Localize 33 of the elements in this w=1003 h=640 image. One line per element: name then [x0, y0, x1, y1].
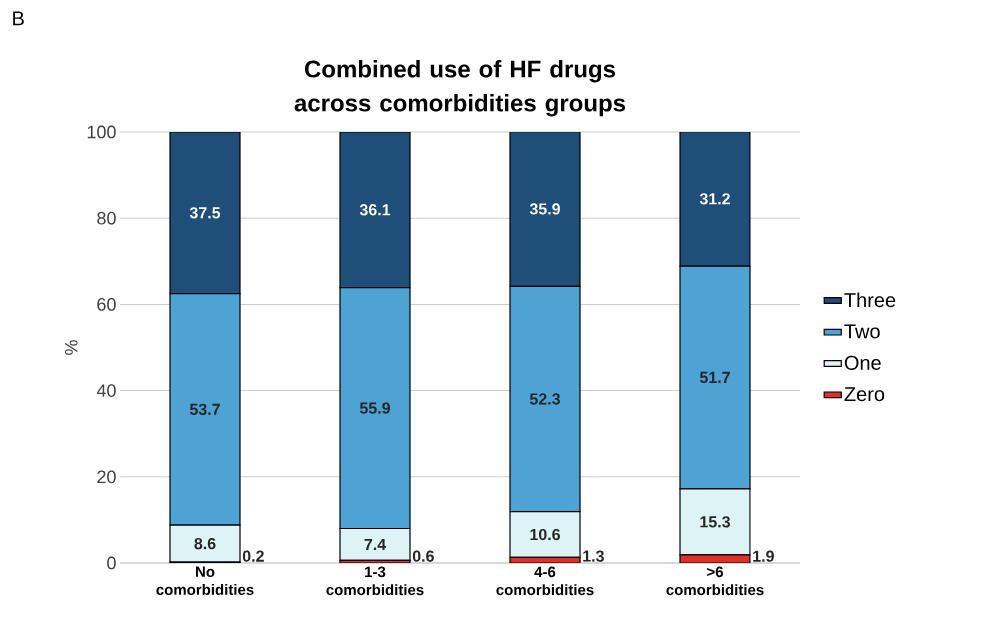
x-tick-label: No comorbidities: [156, 566, 254, 595]
data-label: 35.9: [529, 203, 560, 215]
y-tick-label: 60: [97, 298, 116, 311]
x-tick-label: >6 comorbidities: [666, 566, 764, 596]
data-label: 55.9: [359, 402, 390, 414]
data-label: 37.5: [189, 207, 221, 219]
legend-label: One: [844, 355, 881, 370]
y-axis-title: %: [64, 340, 78, 355]
text: B: [13, 11, 24, 26]
data-label: 1.3: [583, 550, 604, 562]
y-tick-label: 0: [107, 556, 116, 570]
data-label: 31.2: [699, 193, 730, 205]
legend-label: Zero: [844, 387, 885, 402]
data-label: 36.1: [359, 204, 391, 216]
data-label: 15.3: [700, 516, 730, 528]
data-label: 10.6: [530, 528, 560, 541]
y-tick-label: 80: [97, 211, 116, 225]
data-label: 53.7: [189, 403, 220, 416]
data-label: 0.6: [412, 550, 434, 562]
data-label: 52.3: [529, 393, 560, 405]
x-tick-label: 4-6 comorbidities: [496, 566, 594, 596]
data-label: 51.7: [699, 371, 730, 384]
data-label: 0.2: [242, 550, 264, 562]
data-label: 7.4: [364, 538, 387, 550]
y-tick-label: 20: [97, 470, 116, 484]
chart-title: Combined use of HF drugs across comorbidities groups: [294, 59, 626, 117]
data-label: 8.6: [194, 537, 216, 550]
x-tick-label: 1-3 comorbidities: [326, 566, 424, 596]
data-label: 1.9: [753, 550, 774, 562]
y-tick-label: 100: [87, 125, 116, 139]
y-tick-label: 40: [96, 384, 116, 397]
legend-label: Two: [844, 324, 880, 339]
legend-label: Three: [844, 292, 896, 308]
